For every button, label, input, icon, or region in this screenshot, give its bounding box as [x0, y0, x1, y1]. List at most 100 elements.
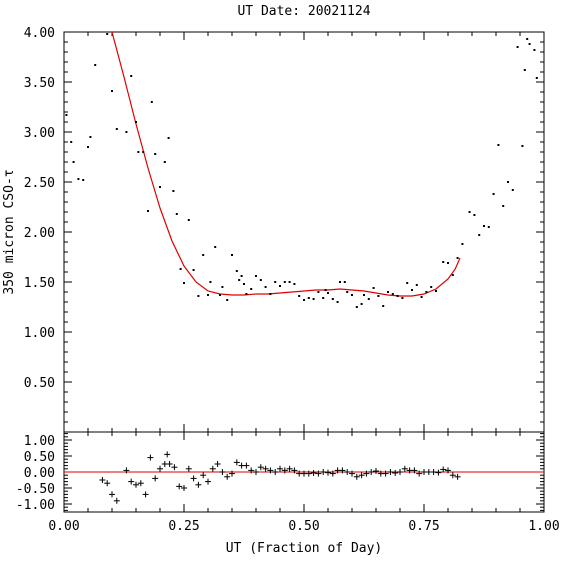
tau-point	[283, 281, 286, 283]
tau-point	[209, 281, 212, 283]
tau-point	[456, 257, 459, 259]
tau-point	[183, 282, 185, 284]
tau-point	[231, 254, 233, 256]
residual-point	[291, 467, 298, 474]
x-tick-label: 0.50	[288, 519, 319, 534]
tau-point	[387, 291, 389, 293]
tau-point	[483, 225, 485, 227]
residual-point	[257, 464, 264, 471]
residual-point	[104, 480, 111, 487]
tau-point	[150, 101, 153, 103]
tau-point	[135, 121, 137, 123]
tau-point	[167, 137, 170, 139]
top-y-tick-label: 3.50	[24, 76, 55, 91]
residual-point	[214, 461, 221, 467]
residual-point	[363, 470, 370, 477]
residual-point	[229, 470, 235, 477]
tau-point	[360, 303, 363, 305]
tau-point	[346, 291, 349, 293]
tau-point	[214, 246, 217, 248]
tau-point	[163, 161, 166, 163]
residual-point	[262, 465, 269, 472]
residual-point	[339, 467, 346, 474]
tau-point	[238, 279, 241, 281]
residual-point	[267, 467, 274, 474]
residual-point	[147, 454, 154, 461]
top-panel: 0.50 1.00 1.50 2.00 2.50 3.00 3.50 4.00 350 mic…	[2, 26, 545, 433]
residual-point	[286, 465, 293, 472]
residual-point	[315, 470, 322, 477]
top-y-tick-label: 3.00	[24, 126, 55, 141]
tau-point	[303, 299, 305, 301]
tau-point	[307, 297, 310, 299]
tau-point	[187, 219, 190, 221]
fit-curve-layer	[111, 31, 461, 297]
tau-point	[293, 283, 296, 285]
tau-point	[442, 261, 445, 263]
tau-point	[435, 290, 437, 292]
residual-point	[382, 470, 389, 477]
tau-point	[406, 282, 409, 284]
tau-point	[125, 131, 128, 133]
tau-point	[401, 297, 404, 299]
tau-point	[264, 286, 267, 288]
residual-point	[253, 469, 259, 475]
tau-point	[415, 284, 418, 286]
tau-point	[312, 298, 315, 300]
tau-point	[255, 275, 257, 277]
tau-point	[82, 179, 85, 181]
residual-point	[113, 497, 120, 504]
tau-point	[279, 285, 281, 287]
top-y-tick-label: 0.50	[24, 376, 55, 391]
tau-point	[226, 299, 229, 301]
residual-point	[368, 469, 375, 475]
residual-point	[243, 462, 250, 469]
residual-point	[435, 469, 442, 476]
tau-point	[331, 298, 334, 300]
residual-point	[219, 469, 226, 475]
tau-point	[478, 234, 481, 236]
residual-point	[411, 467, 418, 474]
tau-point	[70, 141, 73, 143]
residual-point	[373, 468, 379, 475]
tau-point	[172, 190, 175, 192]
tau-point	[240, 275, 243, 277]
tau-point	[274, 281, 277, 283]
tau-point	[396, 295, 399, 297]
x-axis-title: UT (Fraction of Day)	[226, 541, 383, 556]
tau-point	[159, 186, 161, 188]
residual-point	[272, 469, 279, 475]
tau-point	[137, 151, 140, 153]
tau-point	[339, 281, 341, 283]
residual-point	[344, 469, 351, 475]
tau-point	[425, 291, 428, 293]
tau-point	[142, 151, 145, 153]
x-tick-label: 0.25	[168, 519, 199, 534]
residual-point	[329, 470, 336, 477]
residual-point	[233, 459, 240, 466]
tau-point	[179, 268, 182, 270]
tau-point	[528, 43, 531, 45]
top-x-ticks	[63, 32, 545, 432]
residual-y-tick-label: -0.50	[16, 482, 55, 497]
tau-point	[516, 46, 519, 48]
residual-y-tick-label: -1.00	[16, 498, 55, 513]
residual-point	[128, 478, 135, 485]
tau-point	[197, 295, 200, 297]
residual-y-tick-label: 0.00	[24, 466, 55, 481]
residual-point	[209, 465, 216, 472]
tau-point	[245, 293, 248, 295]
residual-point	[176, 483, 183, 490]
tau-point	[492, 193, 495, 195]
tau-point	[487, 226, 490, 228]
tau-point	[447, 262, 449, 264]
tau-point	[511, 189, 514, 191]
residual-point	[392, 469, 399, 476]
tau-point	[322, 297, 325, 299]
tau-point	[115, 128, 118, 130]
top-y-tick-label: 2.50	[24, 176, 55, 191]
residual-point	[454, 473, 461, 480]
top-y-tick-label: 2.00	[24, 226, 55, 241]
tau-point	[468, 211, 471, 213]
residual-point	[387, 469, 394, 475]
